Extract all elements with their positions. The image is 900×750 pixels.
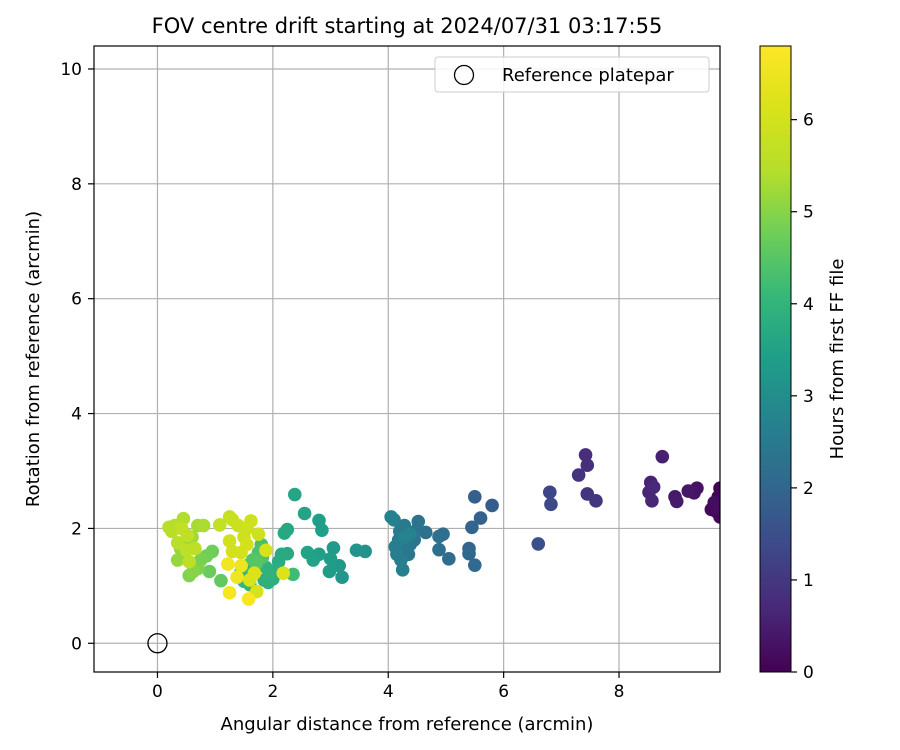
data-point <box>531 537 546 551</box>
data-point <box>645 494 659 508</box>
data-point <box>240 537 254 552</box>
data-point <box>230 570 244 585</box>
data-point <box>442 552 456 566</box>
plot-frame <box>93 45 721 673</box>
y-tick-label: 6 <box>71 290 82 310</box>
chart-title: FOV centre drift starting at 2024/07/31 … <box>152 14 663 38</box>
data-point <box>241 592 256 606</box>
x-tick-label: 8 <box>614 682 625 702</box>
colorbar-ticks: 0 1 2 3 4 5 6 <box>791 111 814 683</box>
data-point <box>244 514 258 528</box>
data-point <box>326 541 341 555</box>
data-point <box>271 554 286 569</box>
data-point <box>669 494 684 509</box>
data-point <box>214 573 228 588</box>
colorbar-tick-label: 6 <box>803 111 814 131</box>
data-point <box>403 527 417 541</box>
data-point <box>188 541 202 556</box>
data-point <box>277 526 292 540</box>
data-point <box>349 543 364 558</box>
x-axis-ticks: 0 2 4 6 8 <box>152 672 624 702</box>
x-tick-label: 6 <box>498 682 509 702</box>
data-point <box>322 564 337 579</box>
data-point <box>335 570 349 585</box>
data-point <box>234 558 248 573</box>
data-point <box>196 518 211 533</box>
data-point <box>222 585 237 600</box>
colorbar-tick-label: 4 <box>803 295 814 315</box>
data-point <box>182 554 196 569</box>
data-point <box>432 529 446 544</box>
data-point <box>312 513 326 528</box>
data-point <box>462 546 476 561</box>
y-tick-label: 4 <box>71 405 82 425</box>
data-point <box>249 556 264 570</box>
data-point <box>467 558 482 572</box>
data-point <box>395 562 410 577</box>
colorbar-gradient <box>759 45 792 673</box>
legend-marker-icon <box>453 64 475 86</box>
legend-box <box>434 56 710 93</box>
data-point <box>571 468 586 482</box>
data-point <box>544 497 558 512</box>
data-point <box>170 553 185 567</box>
data-points <box>162 448 720 606</box>
data-point <box>542 485 557 500</box>
data-point <box>432 542 446 557</box>
data-point <box>485 498 499 513</box>
x-axis-label: Angular distance from reference (arcmin) <box>221 714 594 735</box>
x-tick-label: 2 <box>267 682 278 702</box>
colorbar-tick-label: 3 <box>803 387 814 407</box>
data-point <box>300 545 315 560</box>
data-point <box>251 527 266 541</box>
colorbar-tick-label: 0 <box>803 663 814 683</box>
data-point <box>589 494 603 508</box>
y-tick-label: 8 <box>71 175 82 195</box>
colorbar-label: Hours from first FF file <box>827 259 848 460</box>
data-point <box>655 449 670 464</box>
data-point <box>473 511 488 525</box>
x-tick-label: 0 <box>152 682 163 702</box>
data-point <box>222 534 237 548</box>
data-point <box>297 506 312 521</box>
colorbar: 0 1 2 3 4 5 6 Hours from first FF file <box>759 45 848 683</box>
data-point <box>202 564 217 579</box>
reference-platepar-marker <box>147 633 168 654</box>
data-point <box>221 557 235 571</box>
colorbar-tick-label: 2 <box>803 479 814 499</box>
colorbar-tick-label: 1 <box>803 571 814 591</box>
colorbar-tick-label: 5 <box>803 203 814 223</box>
reference-marker-layer <box>147 633 168 654</box>
legend: Reference platepar <box>434 56 710 93</box>
y-axis-label: Rotation from reference (arcmin) <box>23 211 44 507</box>
data-point <box>174 521 189 536</box>
y-axis-ticks: 0 2 4 6 8 10 <box>60 60 94 654</box>
legend-label: Reference platepar <box>502 65 674 86</box>
data-point <box>323 552 338 566</box>
data-point <box>467 490 482 504</box>
data-point <box>276 566 291 581</box>
data-point <box>259 543 273 558</box>
data-point <box>465 520 479 535</box>
data-point <box>212 518 227 532</box>
data-point <box>712 501 720 516</box>
data-point <box>580 458 595 473</box>
x-tick-label: 4 <box>383 682 394 702</box>
data-point <box>646 480 661 494</box>
y-tick-label: 10 <box>60 60 82 80</box>
data-point <box>287 487 302 502</box>
data-point <box>681 484 696 498</box>
y-tick-label: 2 <box>71 519 82 539</box>
data-point <box>578 448 593 462</box>
data-point <box>247 566 262 581</box>
data-point <box>384 510 398 524</box>
y-tick-label: 0 <box>71 634 82 654</box>
